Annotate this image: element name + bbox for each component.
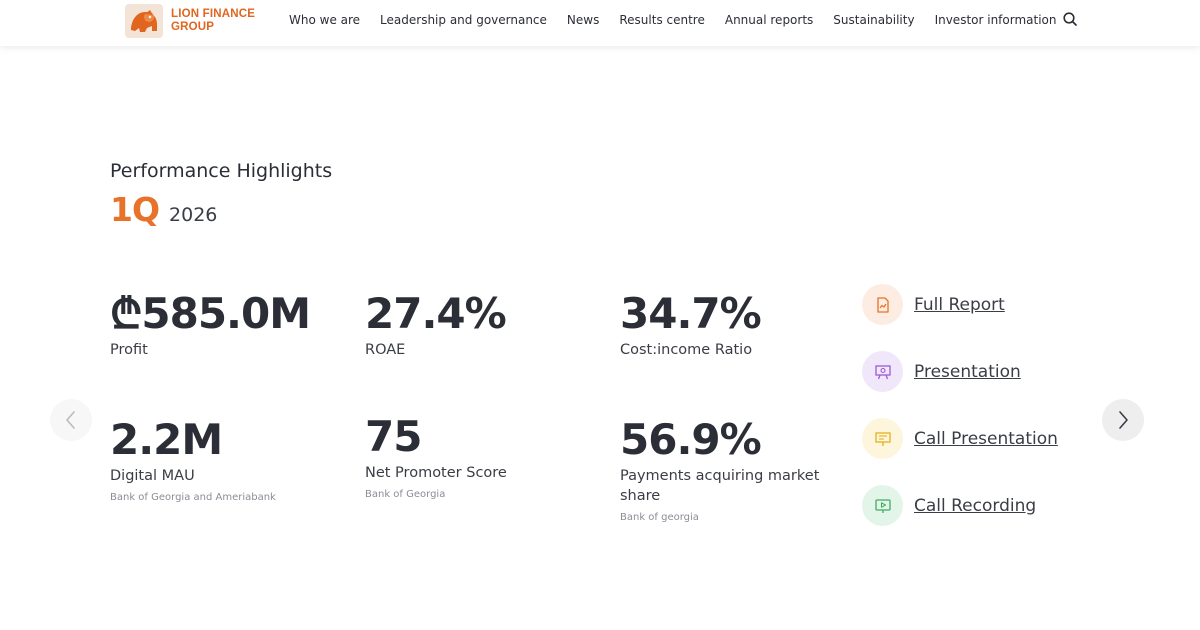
chevron-right-icon <box>1119 411 1128 429</box>
metric-label: Digital MAU <box>110 468 195 484</box>
logo[interactable]: LION FINANCE GROUP <box>125 4 255 38</box>
metric-profit: ₾585.0M Profit <box>110 290 340 360</box>
full-report-icon-circle <box>862 284 903 325</box>
chevron-left-icon <box>66 411 75 429</box>
metric-roae: 27.4% ROAE <box>365 290 595 360</box>
performance-highlights-title: Performance Highlights <box>110 160 333 182</box>
nav-who-we-are[interactable]: Who we are <box>289 13 361 27</box>
nav-investor-information[interactable]: Investor information <box>934 13 1057 27</box>
metric-nps: 75 Net Promoter Score Bank of Georgia <box>365 413 595 501</box>
metric-note: Bank of Georgia and Ameriabank <box>110 492 276 503</box>
full-report-label[interactable]: Full Report <box>914 294 1005 315</box>
metric-value: 2.2M <box>110 415 223 464</box>
call-recording-icon-circle <box>862 485 903 526</box>
page-background <box>0 46 1200 630</box>
metric-label: Payments acquiring market share <box>620 468 820 504</box>
call-presentation-icon <box>874 431 891 446</box>
call-presentation-label[interactable]: Call Presentation <box>914 428 1058 449</box>
presentation-icon-circle <box>862 351 903 392</box>
nav-leadership-governance[interactable]: Leadership and governance <box>380 13 547 27</box>
metric-value: 27.4% <box>365 289 507 338</box>
metric-value: 34.7% <box>620 289 762 338</box>
metric-digital-mau: 2.2M Digital MAU Bank of Georgia and Ame… <box>110 416 340 504</box>
metric-cost-income: 34.7% Cost:income Ratio <box>620 290 850 360</box>
report-chart-icon <box>876 296 889 313</box>
call-presentation-link[interactable]: Call Presentation <box>862 418 1058 459</box>
logo-text: LION FINANCE GROUP <box>171 8 255 34</box>
metric-label: Cost:income Ratio <box>620 342 753 358</box>
nav-news[interactable]: News <box>566 13 600 27</box>
metric-value: 75 <box>365 412 422 461</box>
call-recording-label[interactable]: Call Recording <box>914 495 1037 516</box>
metric-value: ₾585.0M <box>110 289 311 338</box>
presentation-board-icon <box>874 364 891 379</box>
full-report-link[interactable]: Full Report <box>862 284 1005 325</box>
carousel-next-button[interactable] <box>1102 399 1144 441</box>
site-header: LION FINANCE GROUP Who we are Leadership… <box>0 0 1200 46</box>
carousel-prev-button[interactable] <box>50 399 92 441</box>
metric-note: Bank of Georgia <box>365 489 446 500</box>
call-recording-link[interactable]: Call Recording <box>862 485 1036 526</box>
period-quarter: 1Q <box>110 190 160 229</box>
main-nav: Who we are Leadership and governance New… <box>289 12 1077 28</box>
metric-label: Profit <box>110 342 148 358</box>
lion-logo-icon <box>125 4 163 38</box>
search-icon[interactable] <box>1062 11 1078 27</box>
presentation-link[interactable]: Presentation <box>862 351 1021 392</box>
period-year: 2026 <box>169 204 218 226</box>
call-presentation-icon-circle <box>862 418 903 459</box>
presentation-label[interactable]: Presentation <box>914 361 1021 382</box>
logo-text-line2: GROUP <box>171 21 215 33</box>
logo-text-line1: LION FINANCE <box>171 8 256 20</box>
period-heading: 1Q 2026 <box>110 190 217 229</box>
metric-label: Net Promoter Score <box>365 465 507 481</box>
nav-results-centre[interactable]: Results centre <box>619 13 705 27</box>
metric-value: 56.9% <box>620 415 762 464</box>
metric-payments-share: 56.9% Payments acquiring market share Ba… <box>620 416 835 524</box>
nav-sustainability[interactable]: Sustainability <box>833 13 915 27</box>
metric-label: ROAE <box>365 342 406 358</box>
nav-annual-reports[interactable]: Annual reports <box>724 13 814 27</box>
call-recording-icon <box>874 498 891 513</box>
metric-note: Bank of georgia <box>620 512 699 523</box>
